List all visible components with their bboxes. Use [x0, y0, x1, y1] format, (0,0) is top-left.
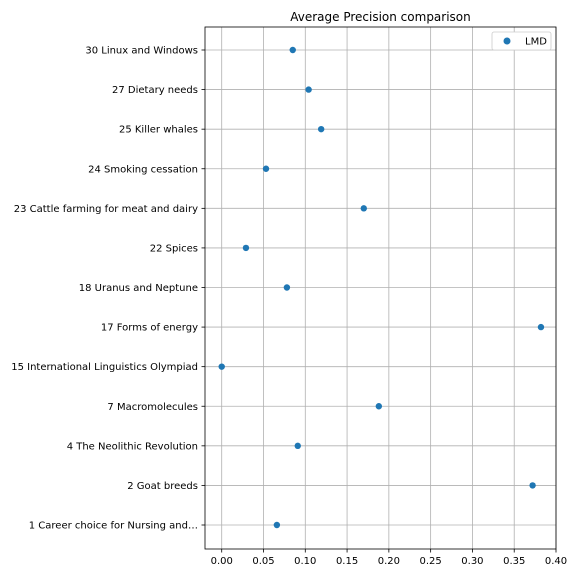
- y-tick-label: 30 Linux and Windows: [85, 46, 198, 57]
- y-tick-label: 2 Goat breeds: [127, 481, 198, 492]
- x-tick-label: 0.40: [545, 556, 567, 567]
- y-tick-label: 1 Career choice for Nursing and…: [29, 521, 198, 532]
- x-tick-label: 0.05: [252, 556, 274, 567]
- legend: LMD: [491, 31, 552, 51]
- x-tick-label: 0.10: [294, 556, 316, 567]
- data-points: [218, 46, 545, 529]
- y-tick-label: 15 International Linguistics Olympiad: [11, 362, 198, 373]
- x-tick-label: 0.00: [211, 556, 233, 567]
- legend-marker-lmd: [503, 37, 511, 45]
- y-axis-ticks: 1 Career choice for Nursing and… 2 Goat b…: [11, 46, 205, 532]
- x-tick-label: 0.35: [503, 556, 525, 567]
- x-tick-label: 0.30: [461, 556, 483, 567]
- y-tick-label: 27 Dietary needs: [112, 85, 198, 96]
- data-point: [305, 86, 312, 93]
- legend-label-lmd: LMD: [525, 37, 547, 48]
- data-point: [242, 244, 250, 252]
- data-point: [289, 46, 296, 54]
- legend-box: [491, 31, 552, 51]
- data-point: [294, 442, 301, 450]
- data-point: [537, 323, 545, 331]
- y-tick-label: 18 Uranus and Neptune: [79, 283, 198, 294]
- data-point: [218, 363, 225, 370]
- data-point: [360, 205, 367, 212]
- y-gridlines: [205, 49, 556, 526]
- plot-area: [205, 27, 556, 549]
- data-point: [317, 125, 325, 133]
- plot-frame: [204, 26, 557, 550]
- data-point: [283, 284, 291, 291]
- x-axis-ticks: 0.00 0.05 0.10 0.15 0.20 0.25 0.30 0.35 0.40: [211, 549, 567, 567]
- y-tick-label: 4 The Neolithic Revolution: [67, 441, 198, 452]
- x-tick-label: 0.25: [420, 556, 442, 567]
- data-point: [375, 403, 383, 410]
- data-point: [262, 165, 270, 172]
- chart-title: Average Precision comparison: [290, 10, 471, 24]
- data-point: [529, 482, 536, 489]
- y-tick-label: 7 Macromolecules: [107, 402, 198, 413]
- data-point: [273, 521, 281, 529]
- y-tick-label: 24 Smoking cessation: [88, 164, 198, 175]
- x-tick-label: 0.15: [336, 556, 358, 567]
- y-tick-label: 17 Forms of energy: [101, 323, 198, 334]
- x-tick-label: 0.20: [378, 556, 400, 567]
- y-tick-label: 23 Cattle farming for meat and dairy: [14, 204, 198, 215]
- y-tick-label: 25 Killer whales: [119, 125, 198, 136]
- y-tick-label: 22 Spices: [150, 243, 198, 254]
